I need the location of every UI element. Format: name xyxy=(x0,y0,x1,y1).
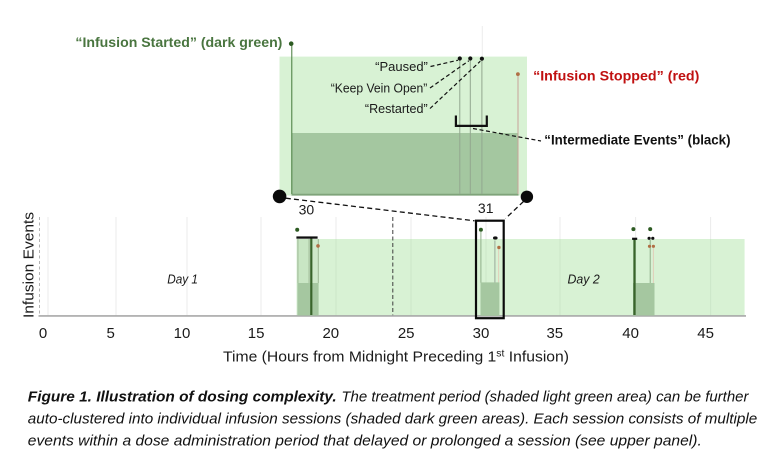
svg-text:“Infusion Stopped” (red): “Infusion Stopped” (red) xyxy=(533,68,699,83)
svg-text:20: 20 xyxy=(322,325,339,342)
svg-text:45: 45 xyxy=(697,325,714,342)
svg-text:25: 25 xyxy=(398,325,415,342)
svg-text:Time (Hours from Midnight Prec: Time (Hours from Midnight Preceding 1st … xyxy=(223,349,569,366)
svg-text:Figure 1. Illustration of dosi: Figure 1. Illustration of dosing complex… xyxy=(28,389,337,406)
svg-text:15: 15 xyxy=(248,325,265,342)
svg-text:31: 31 xyxy=(478,200,494,216)
svg-text:40: 40 xyxy=(622,325,639,342)
svg-text:Infusion Events: Infusion Events xyxy=(20,212,37,318)
svg-text:“Infusion Started” (dark green: “Infusion Started” (dark green) xyxy=(75,35,282,50)
svg-text:Day 2: Day 2 xyxy=(568,272,601,287)
svg-text:events within a dose administr: events within a dose administration peri… xyxy=(28,433,702,450)
svg-text:“Restarted”: “Restarted” xyxy=(365,102,428,116)
svg-text:30: 30 xyxy=(299,201,315,217)
svg-text:auto-clustered into individual: auto-clustered into individual infusion … xyxy=(28,411,757,428)
svg-text:0: 0 xyxy=(39,325,47,342)
svg-text:“Keep Vein Open”: “Keep Vein Open” xyxy=(331,82,428,96)
svg-text:10: 10 xyxy=(174,325,191,342)
svg-text:Day 1: Day 1 xyxy=(167,272,198,287)
svg-text:35: 35 xyxy=(546,325,563,342)
svg-text:The treatment period (shaded l: The treatment period (shaded light green… xyxy=(341,389,749,406)
svg-text:“Intermediate Events” (black): “Intermediate Events” (black) xyxy=(544,133,730,148)
svg-text:“Paused”: “Paused” xyxy=(375,60,428,74)
svg-text:5: 5 xyxy=(107,325,115,342)
svg-text:30: 30 xyxy=(473,325,490,342)
